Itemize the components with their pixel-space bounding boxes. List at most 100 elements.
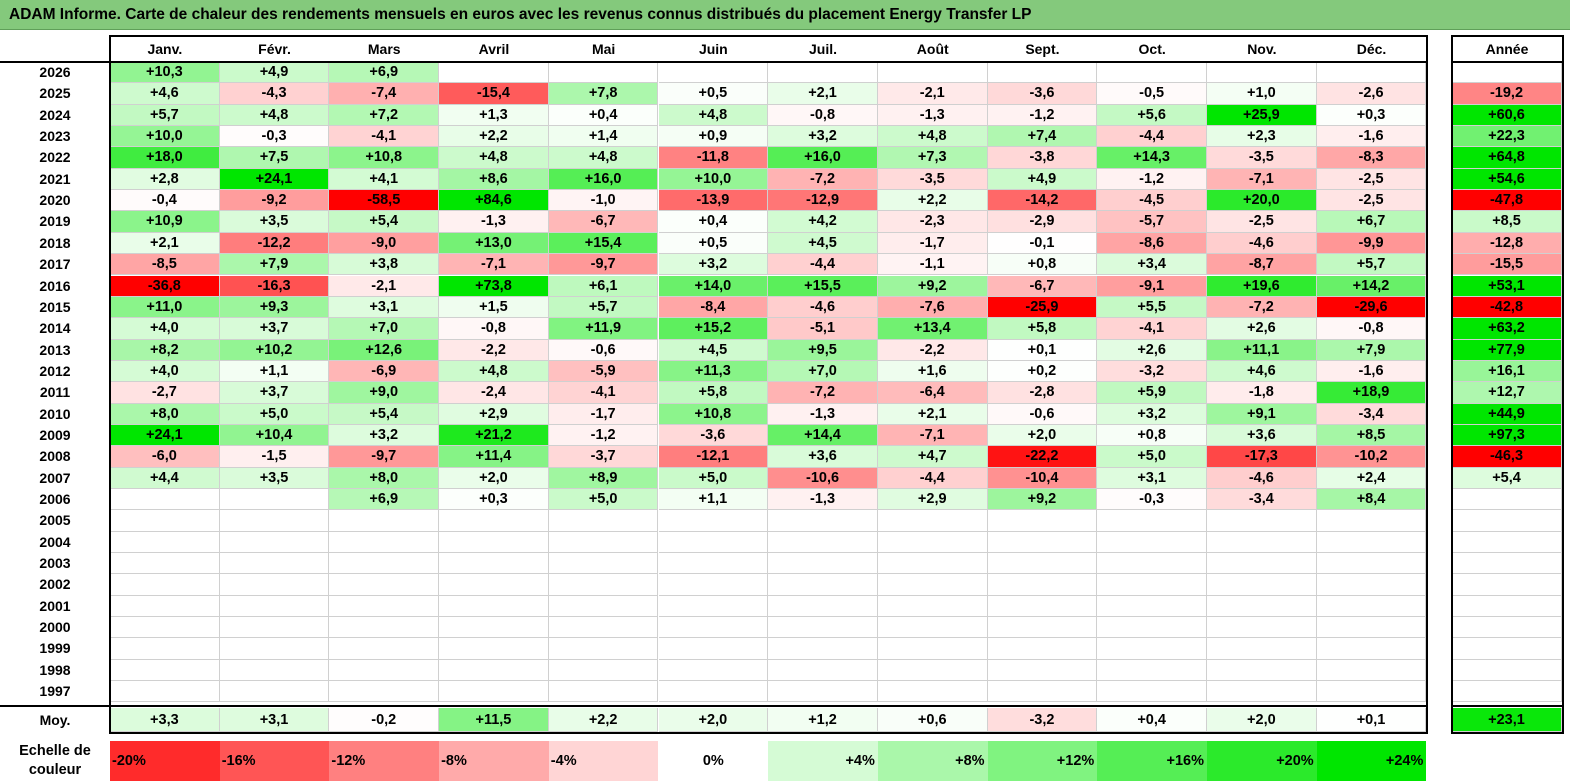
heatmap-cell — [548, 681, 659, 703]
heatmap-cell: +4,4 — [110, 467, 220, 489]
annual-cell — [1452, 574, 1562, 596]
heatmap-cell — [1316, 553, 1427, 575]
heatmap-cell — [1316, 617, 1427, 639]
heatmap-cell: +6,1 — [548, 275, 659, 297]
heatmap-cell: +4,0 — [110, 360, 220, 383]
heatmap-cell — [219, 510, 330, 532]
heatmap-cell: +2,1 — [110, 232, 220, 255]
heatmap-cell: -2,4 — [439, 382, 549, 404]
year-label: 2025 — [39, 85, 71, 102]
heatmap-cell: +13,4 — [877, 318, 988, 340]
heatmap-cell: +73,8 — [439, 275, 549, 297]
heatmap-cell: -2,5 — [1207, 211, 1317, 233]
heatmap-cell: -25,9 — [987, 296, 1098, 319]
heatmap-cell — [658, 681, 769, 703]
heatmap-cell: +8,0 — [329, 467, 440, 489]
average-cell: -3,2 — [987, 708, 1098, 732]
heatmap-cell: +9,0 — [329, 382, 440, 404]
heatmap-cell: +2,0 — [439, 467, 549, 489]
heatmap-cell: +15,4 — [548, 232, 659, 255]
year-label: 2026 — [39, 64, 71, 80]
heatmap-cell: +3,2 — [658, 254, 769, 276]
heatmap-cell: -1,6 — [1316, 126, 1427, 148]
heatmap-cell: -15,4 — [439, 83, 549, 105]
heatmap-cell — [548, 638, 659, 660]
heatmap-cell: +5,0 — [219, 403, 330, 425]
heatmap-cell: +8,9 — [548, 467, 659, 489]
heatmap-cell: -3,8 — [987, 147, 1098, 169]
heatmap-cell: -7,2 — [768, 168, 878, 191]
heatmap-cell: +1,0 — [1207, 83, 1317, 105]
heatmap-cell: +11,1 — [1207, 339, 1317, 361]
heatmap-cell — [329, 531, 440, 554]
color-scale-stop: -16% — [219, 741, 330, 781]
heatmap-cell: +10,8 — [329, 147, 440, 169]
heatmap-cell — [658, 595, 769, 618]
heatmap-cell: -1,5 — [219, 446, 330, 468]
heatmap-cell: -4,1 — [548, 382, 659, 404]
heatmap-cell: +0,1 — [987, 339, 1098, 361]
heatmap-cell — [1207, 638, 1317, 660]
year-label: 2003 — [39, 555, 71, 572]
heatmap-cell — [219, 595, 330, 618]
heatmap-cell — [329, 617, 440, 639]
heatmap-cell: -29,6 — [1316, 296, 1427, 319]
heatmap-cell — [548, 62, 659, 84]
heatmap-cell: -8,6 — [1097, 232, 1207, 255]
heatmap-cell: -1,7 — [548, 403, 659, 425]
year-label: 2007 — [39, 469, 71, 486]
annual-header-separator — [1452, 61, 1562, 63]
heatmap-cell: +4,5 — [658, 339, 769, 361]
heatmap-cell — [439, 62, 549, 84]
heatmap-cell: -2,3 — [877, 211, 988, 233]
heatmap-cell — [877, 595, 988, 618]
heatmap-cell — [877, 553, 988, 575]
heatmap-cell: +4,8 — [219, 104, 330, 127]
heatmap-cell: -6,0 — [110, 446, 220, 468]
heatmap-cell: -1,2 — [548, 424, 659, 447]
heatmap-cell — [877, 531, 988, 554]
month-header: Déc. — [1356, 41, 1387, 57]
average-cell: +3,1 — [219, 708, 330, 732]
annual-cell: +54,6 — [1452, 168, 1562, 191]
heatmap-cell — [768, 531, 878, 554]
heatmap-cell: -3,2 — [1097, 360, 1207, 383]
heatmap-cell: -3,5 — [1207, 147, 1317, 169]
heatmap-cell: -3,6 — [987, 83, 1098, 105]
heatmap-cell — [768, 659, 878, 682]
heatmap-cell — [110, 659, 220, 682]
heatmap-cell: +11,9 — [548, 318, 659, 340]
heatmap-cell: +16,0 — [548, 168, 659, 191]
heatmap-cell — [1207, 617, 1317, 639]
heatmap-cell: +2,9 — [439, 403, 549, 425]
heatmap-cell — [1207, 574, 1317, 596]
heatmap-cell: +3,1 — [1097, 467, 1207, 489]
heatmap-cell — [548, 574, 659, 596]
heatmap-cell: +0,3 — [1316, 104, 1427, 127]
month-header: Juil. — [809, 41, 838, 57]
heatmap-cell: -4,6 — [768, 296, 878, 319]
heatmap-cell — [768, 595, 878, 618]
year-label: 2012 — [39, 362, 71, 379]
year-label: 2009 — [39, 426, 71, 443]
heatmap-cell — [219, 659, 330, 682]
average-cell: +2,2 — [548, 708, 659, 732]
heatmap-cell: +14,2 — [1316, 275, 1427, 297]
heatmap-cell — [1316, 574, 1427, 596]
month-header: Avril — [478, 41, 510, 57]
heatmap-cell — [548, 510, 659, 532]
month-header: Sept. — [1025, 41, 1060, 57]
annual-cell: +22,3 — [1452, 126, 1562, 148]
heatmap-cell: -17,3 — [1207, 446, 1317, 468]
heatmap-cell: -1,3 — [768, 403, 878, 425]
average-cell: +11,5 — [439, 708, 549, 732]
heatmap-cell: +5,0 — [548, 489, 659, 511]
year-label: 2005 — [39, 512, 71, 529]
heatmap-cell: +4,6 — [1207, 360, 1317, 383]
heatmap-cell: +0,4 — [658, 211, 769, 233]
heatmap-cell — [1097, 595, 1207, 618]
heatmap-cell — [1207, 531, 1317, 554]
heatmap-cell: +1,5 — [439, 296, 549, 319]
heatmap-cell: -6,4 — [877, 382, 988, 404]
year-label: 2008 — [39, 448, 71, 465]
